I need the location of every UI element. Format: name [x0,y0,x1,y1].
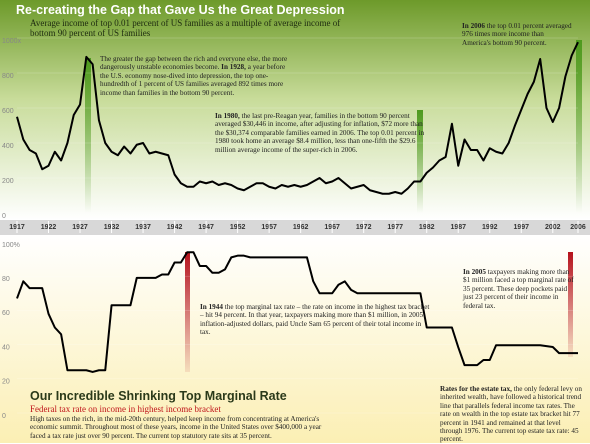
y-tick-label: 800 [2,73,14,80]
y-tick-label: 0 [2,213,6,220]
annotation: In 1980, the last pre-Reagan year, famil… [215,112,425,154]
annotation-text: In 1980, [215,112,240,120]
y-tick-label: 400 [2,143,14,150]
y-tick-label: 20 [2,379,10,386]
highlight-1928 [85,58,91,213]
x-axis-band [0,220,590,235]
chart-subtitle: Federal tax rate on income in highest in… [30,404,221,414]
highlight-1944 [185,252,190,372]
annotation-text: Rates for the estate tax, [440,385,512,393]
y-tick-label: 0 [2,413,6,420]
annotation-text: The greater the gap between the rich and… [100,55,288,72]
annotation-text: the top 0.01 percent averaged 976 times … [462,22,572,47]
line-series [16,251,578,373]
annotation-text: In 2005 [463,268,486,276]
annotation: Rates for the estate tax, the only feder… [440,385,582,444]
chart-title: Our Incredible Shrinking Top Marginal Ra… [30,389,287,403]
y-tick-label: 600 [2,108,14,115]
y-tick-label: 40 [2,344,10,351]
annotation-text: the only federal levy on inherited wealt… [440,385,582,444]
chart-title: Re-creating the Gap that Gave Us the Gre… [16,3,345,17]
line-series [16,41,579,195]
annotation-text: In 1944 [200,303,223,311]
highlight-2006 [576,40,582,213]
plot-layer: 02004006008001000x1917192219271932193719… [2,37,586,420]
annotation-text: In 1928, [221,63,246,72]
y-tick-label: 1000x [2,38,22,45]
bottom-background [0,235,590,443]
annotation: In 2006 the top 0.01 percent averaged 97… [462,22,574,47]
y-tick-label: 100% [2,242,20,249]
y-tick-label: 200 [2,178,14,185]
annotation: In 1944 the top marginal tax rate – the … [200,303,432,337]
annotation-text: the last pre-Reagan year, families in th… [215,112,425,154]
y-tick-label: 60 [2,310,10,317]
chart-subtitle: Average income of top 0.01 percent of US… [30,18,341,38]
annotation-text: a year before the U.S. economy nose-dive… [100,63,286,97]
annotation-text: taxpayers making more than $1 million fa… [463,268,574,310]
highlight-1980 [417,110,423,213]
chart-body: High taxes on the rich, in the mid-20th … [30,415,322,440]
y-tick-label: 80 [2,276,10,283]
annotation-text: In 2006 [462,22,485,30]
highlight-2005 [568,252,573,357]
annotation-text: the top marginal tax rate – the rate on … [200,303,430,337]
annotation: The greater the gap between the rich and… [100,55,290,97]
annotation: In 2005 taxpayers making more than $1 mi… [463,268,575,310]
